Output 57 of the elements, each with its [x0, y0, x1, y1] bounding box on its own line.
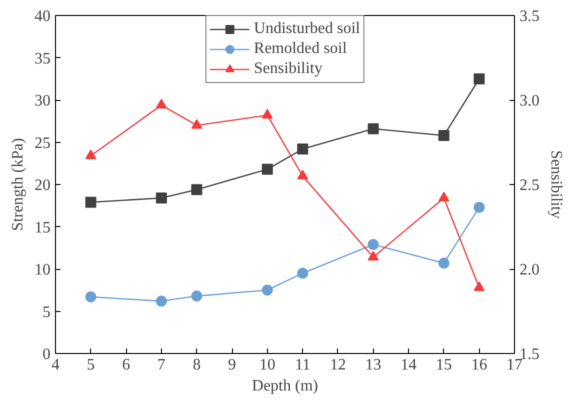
point [438, 258, 450, 269]
x-tick-label: 10 [259, 356, 276, 374]
point [368, 250, 379, 261]
y-axis-title: Strength (kPa) [10, 138, 26, 231]
legend-label: Undisturbed soil [254, 20, 360, 38]
y-tick-label: 35 [34, 50, 50, 68]
x-tick-label: 13 [365, 356, 382, 374]
x-tick-label: 17 [506, 356, 522, 374]
y-tick-label: 40 [34, 8, 50, 25]
y2-tick-label: 2.5 [520, 177, 540, 194]
point [262, 108, 273, 119]
point [85, 196, 96, 208]
point [156, 296, 167, 307]
point [156, 98, 167, 108]
x-tick-label: 15 [436, 356, 452, 374]
point [85, 149, 96, 160]
point [438, 192, 450, 202]
point [368, 239, 379, 250]
point [474, 73, 485, 84]
y-tick-label: 30 [34, 92, 50, 110]
point [297, 268, 308, 279]
point [156, 192, 167, 204]
point [368, 123, 379, 134]
point [191, 290, 202, 302]
y-tick-label: 20 [34, 177, 50, 194]
point [191, 119, 202, 129]
y2-tick-label: 2.0 [520, 262, 540, 278]
point [438, 130, 450, 141]
point [262, 164, 273, 175]
legend-label: Sensibility [254, 60, 322, 78]
x-tick-label: 11 [294, 356, 310, 374]
point [474, 202, 485, 213]
x-tick-label: 9 [228, 356, 236, 374]
x-tick-label: 8 [192, 356, 201, 374]
legend-label: Remolded soil [254, 40, 347, 58]
y-tick-label: 0 [42, 346, 50, 363]
point [297, 170, 308, 180]
y-tick-label: 15 [34, 219, 50, 236]
x-tick-label: 14 [400, 356, 417, 374]
x-tick-label: 7 [157, 356, 166, 374]
point [297, 144, 308, 155]
x-tick-label: 4 [52, 356, 60, 374]
y-tick-label: 25 [34, 134, 50, 152]
x-tick-label: 6 [122, 356, 130, 374]
y-tick-label: 5 [42, 304, 50, 321]
x-tick-label: 5 [86, 356, 95, 374]
y2-tick-label: 3.5 [520, 8, 540, 25]
point [191, 184, 202, 196]
y-tick-label: 10 [34, 262, 50, 278]
point [474, 281, 485, 291]
x-tick-label: 16 [471, 356, 488, 374]
point [262, 284, 273, 296]
x-axis-title: Depth (m) [252, 378, 318, 394]
y2-tick-label: 3.0 [520, 92, 540, 110]
x-tick-label: 12 [330, 356, 346, 374]
point [85, 291, 96, 302]
y2-axis-title: Sensibility [548, 150, 564, 219]
